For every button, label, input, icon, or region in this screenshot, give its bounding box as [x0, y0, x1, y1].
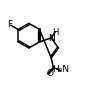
Text: F: F	[7, 20, 12, 29]
Text: N: N	[48, 33, 55, 42]
Text: H: H	[52, 28, 59, 37]
Text: H₂N: H₂N	[52, 65, 69, 74]
Text: O: O	[47, 69, 54, 78]
